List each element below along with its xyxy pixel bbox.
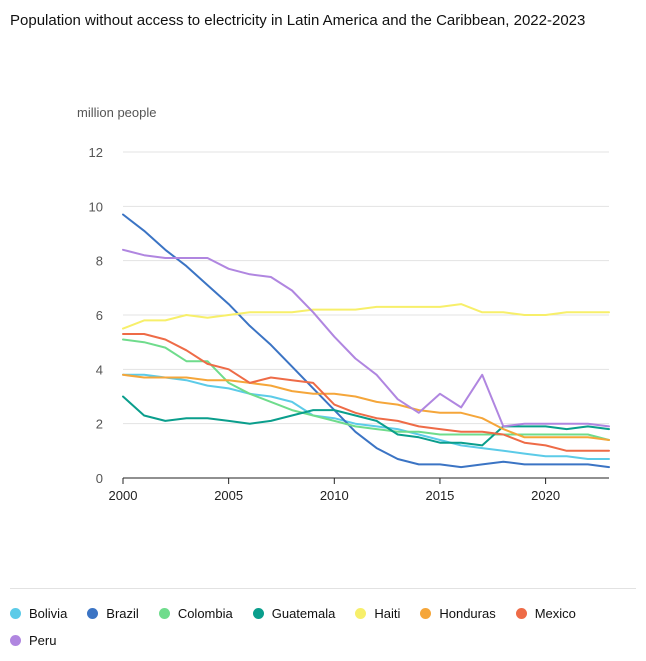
legend-label: Honduras	[439, 606, 496, 621]
legend-label: Peru	[29, 633, 57, 648]
legend-swatch	[355, 608, 367, 619]
x-tick-label: 2000	[109, 488, 138, 503]
series-line-guatemala	[122, 395, 610, 447]
legend-swatch	[10, 608, 21, 619]
x-tick-label: 2015	[425, 488, 454, 503]
x-tick-label: 2005	[214, 488, 243, 503]
legend-label: Haiti	[374, 606, 401, 621]
y-tick-label: 12	[89, 145, 103, 160]
legend-swatch	[420, 608, 432, 619]
legend-label: Colombia	[177, 606, 233, 621]
legend-item-mexico: Mexico	[515, 605, 576, 622]
y-tick-label: 2	[96, 417, 103, 432]
legend-swatch	[252, 608, 264, 619]
y-tick-label: 4	[96, 362, 103, 377]
x-axis-ticks: 2000 2005 2010 2015 2020	[109, 478, 560, 503]
x-tick-label: 2010	[320, 488, 349, 503]
legend-swatch	[158, 608, 170, 619]
legend-swatch	[10, 635, 21, 646]
legend: Bolivia Brazil Colombia Guatemala Haiti Hondu…	[10, 605, 640, 649]
legend-label: Guatemala	[271, 606, 336, 621]
series-lines	[122, 213, 610, 469]
series-line-peru	[122, 248, 610, 428]
legend-item-haiti: Haiti	[355, 605, 400, 622]
y-tick-label: 8	[96, 254, 103, 269]
series-line-haiti	[122, 303, 610, 330]
legend-item-bolivia: Bolivia	[10, 605, 67, 622]
y-tick-label: 6	[96, 308, 103, 323]
y-axis-ticks: 0 2 4 6 8 10 12	[89, 145, 103, 486]
series-line-brazil	[122, 213, 610, 469]
legend-item-guatemala: Guatemala	[252, 605, 336, 622]
line-chart: million people 0 2 4 6 8 10 12 2000 2005 2010 201…	[77, 105, 610, 503]
y-tick-label: 0	[96, 471, 103, 486]
x-tick-label: 2020	[531, 488, 560, 503]
legend-divider	[10, 588, 636, 589]
legend-label: Brazil	[106, 606, 139, 621]
series-line-mexico	[122, 333, 610, 452]
series-line-honduras	[122, 373, 610, 441]
legend-item-peru: Peru	[10, 632, 56, 649]
chart-title: Population without access to electricity…	[10, 12, 586, 29]
legend-item-colombia: Colombia	[158, 605, 233, 622]
y-axis-unit-label: million people	[77, 105, 157, 120]
legend-item-honduras: Honduras	[420, 605, 496, 622]
legend-label: Bolivia	[29, 606, 68, 621]
legend-item-brazil: Brazil	[87, 605, 139, 622]
legend-swatch	[515, 608, 527, 619]
legend-swatch	[87, 608, 99, 619]
y-tick-label: 10	[89, 199, 103, 214]
legend-label: Mexico	[534, 606, 576, 621]
series-line-bolivia	[122, 373, 610, 460]
